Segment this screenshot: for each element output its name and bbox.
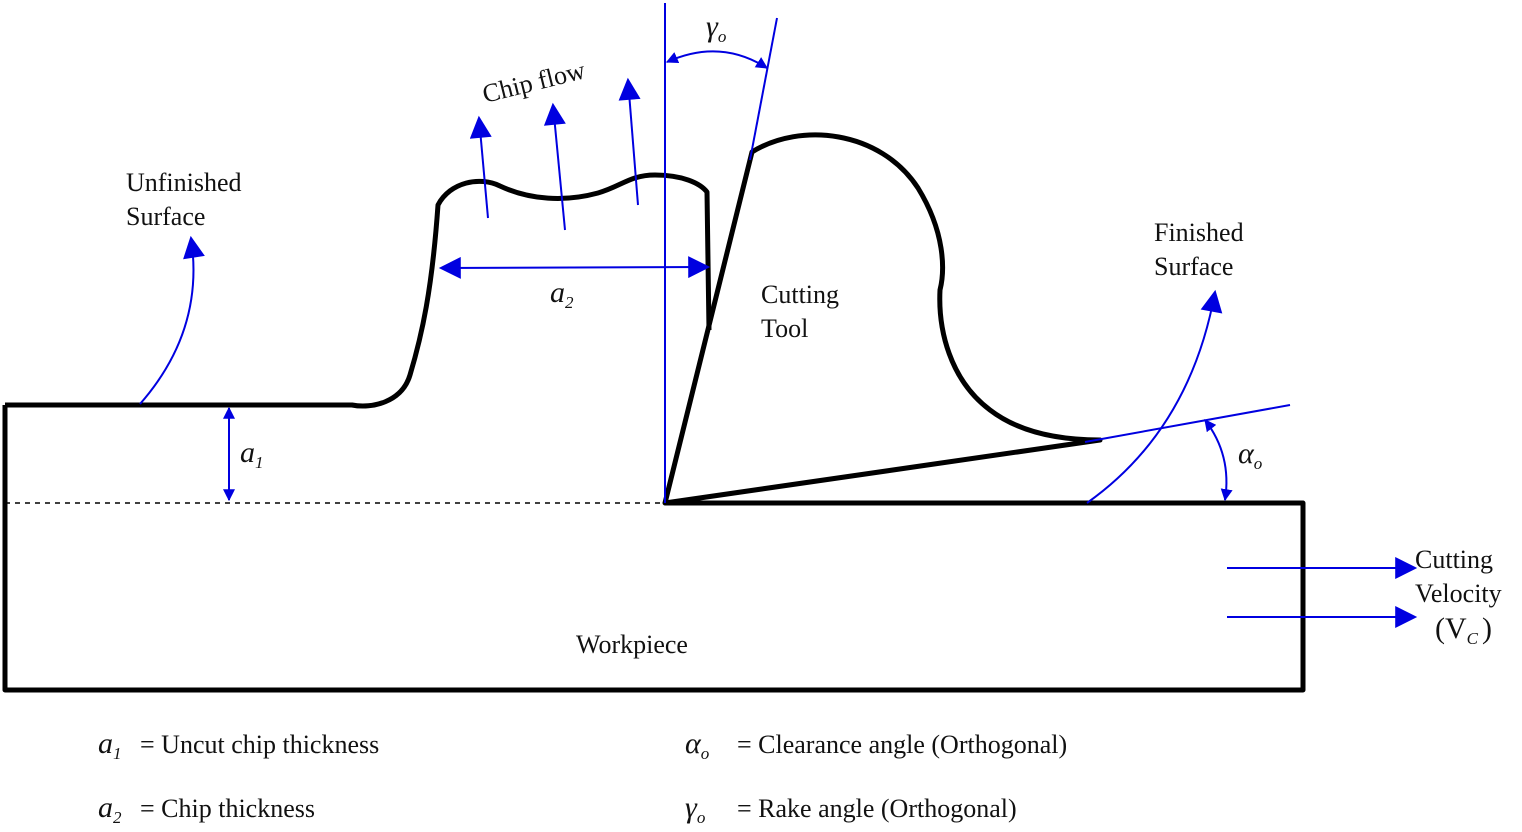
subscript: C xyxy=(1467,629,1479,648)
paren: ) xyxy=(1482,612,1492,645)
subscript: 1 xyxy=(113,744,122,763)
clearance-symbol: αo xyxy=(1238,437,1262,473)
symbol: V xyxy=(1445,612,1467,645)
legend-symbol: a2 xyxy=(98,791,122,827)
label: Unfinished xyxy=(126,168,242,197)
legend-text: = Clearance angle (Orthogonal) xyxy=(737,730,1067,759)
legend-text: = Rake angle (Orthogonal) xyxy=(737,794,1017,823)
a1-symbol: a1 xyxy=(240,436,264,472)
label: Finished xyxy=(1154,218,1244,247)
velocity-symbol: (VC) xyxy=(1435,612,1492,648)
subscript: 2 xyxy=(565,293,574,312)
rake-symbol: γo xyxy=(706,10,726,46)
legend-symbol: a1 xyxy=(98,727,122,763)
subscript: 2 xyxy=(113,808,122,827)
workpiece-label: Workpiece xyxy=(576,630,688,659)
chip-flow-arrow xyxy=(543,102,566,231)
cutting-tool xyxy=(662,132,1103,506)
subscript: 1 xyxy=(255,453,264,472)
label: Tool xyxy=(761,314,808,343)
label: Velocity xyxy=(1415,579,1502,608)
subscript: o xyxy=(718,27,727,46)
symbol: a xyxy=(98,727,113,760)
unfinished-arrow xyxy=(139,235,205,405)
a2-dimension xyxy=(438,256,711,279)
legend-symbol: γo xyxy=(685,791,705,827)
subscript: o xyxy=(701,744,710,763)
label: Surface xyxy=(1154,252,1233,281)
clearance-line xyxy=(1084,404,1291,443)
symbol: a xyxy=(240,436,255,469)
chip-flow-arrow xyxy=(469,115,492,219)
legend-symbol: αo xyxy=(685,727,709,763)
paren: ( xyxy=(1435,612,1445,645)
clearance-angle-arc xyxy=(1204,419,1233,502)
symbol: γ xyxy=(685,791,698,824)
subscript: o xyxy=(697,808,706,827)
subscript: o xyxy=(1254,454,1263,473)
chip-outline xyxy=(5,172,712,409)
legend-text: = Uncut chip thickness xyxy=(140,730,379,759)
label: Cutting xyxy=(1415,545,1493,574)
legend-text: = Chip thickness xyxy=(140,794,315,823)
symbol: γ xyxy=(706,10,719,43)
symbol: a xyxy=(550,276,565,309)
symbol: α xyxy=(685,727,702,760)
rake-angle-arc xyxy=(665,50,769,69)
workpiece-outline xyxy=(2,405,1306,693)
chip-flow-label: Chip flow xyxy=(479,55,588,109)
finished-arrow xyxy=(1086,289,1223,504)
rake-line xyxy=(749,17,778,161)
symbol: α xyxy=(1238,437,1255,470)
label: Surface xyxy=(126,202,205,231)
label: Cutting xyxy=(761,280,839,309)
a2-symbol: a2 xyxy=(550,276,574,312)
chip-flow-arrow xyxy=(618,77,641,206)
symbol: a xyxy=(98,791,113,824)
